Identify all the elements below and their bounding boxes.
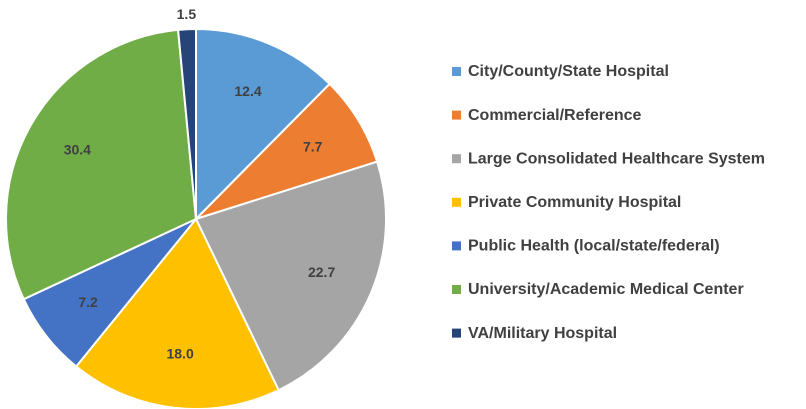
- legend-label: VA/Military Hospital: [468, 325, 617, 342]
- legend-label: Commercial/Reference: [468, 107, 642, 124]
- data-label: 12.4: [234, 83, 261, 99]
- data-label: 1.5: [177, 6, 197, 22]
- pie-slice: [194, 160, 387, 392]
- legend-label: University/Academic Medical Center: [468, 281, 744, 298]
- legend-swatch: [452, 197, 461, 207]
- pie-slice: [74, 217, 280, 409]
- legend-label: Public Health (local/state/federal): [468, 238, 720, 255]
- data-label: 7.7: [303, 138, 323, 154]
- legend-swatch: [452, 241, 461, 251]
- pie-slice: [195, 82, 379, 220]
- pie-slice: [5, 28, 198, 301]
- legend-swatch: [452, 285, 461, 294]
- legend-label: Large Consolidated Healthcare System: [468, 150, 765, 167]
- data-label: 22.7: [308, 264, 335, 280]
- legend-swatch: [452, 67, 461, 76]
- data-label: 30.4: [64, 142, 91, 158]
- legend-swatch: [452, 328, 461, 338]
- data-label: 18.0: [166, 346, 193, 362]
- data-label: 7.2: [78, 294, 98, 310]
- legend-swatch: [452, 154, 461, 164]
- legend-label: City/County/State Hospital: [468, 63, 669, 80]
- legend-swatch: [452, 110, 461, 120]
- legend-label: Private Community Hospital: [468, 194, 681, 211]
- pie-slice: [177, 27, 197, 220]
- pie-slice: [195, 27, 332, 222]
